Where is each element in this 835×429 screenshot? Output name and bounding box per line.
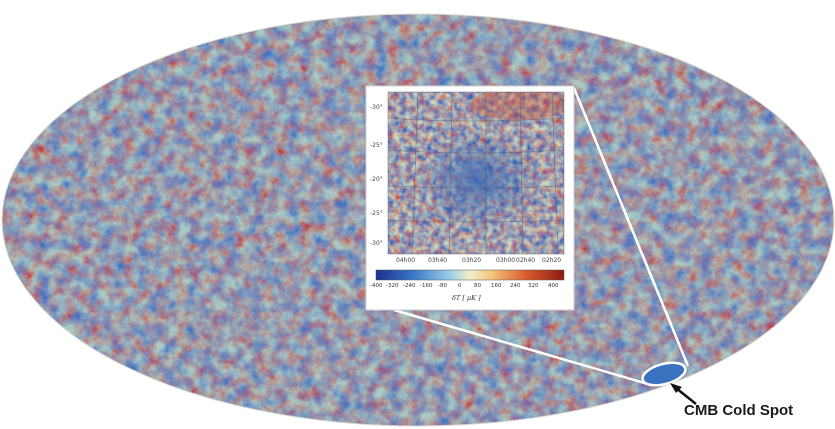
colorbar-tick: -80 (438, 283, 447, 289)
colorbar-tick: -160 (420, 283, 433, 289)
colorbar-tick: -320 (386, 283, 399, 289)
zoom-line-upper (572, 87, 690, 367)
callout-arrowhead (670, 383, 682, 393)
inset-grid (387, 91, 565, 255)
inset-x-tick: 03h00 (496, 257, 516, 264)
inset-y-tick: -25° (370, 142, 383, 149)
sky-map-outline (1, 13, 835, 427)
colorbar-tick: 0 (458, 283, 462, 289)
inset-x-tick: 04h00 (396, 257, 416, 264)
colorbar-tick: 400 (548, 283, 559, 289)
colorbar-tick: -240 (403, 283, 416, 289)
colorbar-tick: 80 (474, 283, 481, 289)
inset-x-tick: 02h40 (516, 257, 536, 264)
cold-spot-marker (641, 361, 687, 387)
inset-x-tick: 02h20 (542, 257, 562, 264)
inset-x-tick: 03h40 (428, 257, 448, 264)
zoom-line-lower (393, 308, 649, 386)
colorbar (375, 269, 565, 281)
colorbar-tick: 320 (528, 283, 539, 289)
inset-x-tick: 03h20 (462, 257, 482, 264)
inset-y-tick: -30° (370, 240, 383, 247)
colorbar-tick: 240 (510, 283, 521, 289)
inset-y-tick: -20° (370, 176, 383, 183)
colorbar-tick: 160 (491, 283, 502, 289)
callout-arrow (675, 387, 697, 405)
inset-y-tick: -30° (370, 104, 383, 111)
inset-y-tick: -25° (370, 210, 383, 217)
colorbar-tick: -400 (370, 283, 383, 289)
colorbar-label: δT [ μK ] (452, 294, 481, 302)
inset-map (388, 92, 564, 254)
cold-spot-label: CMB Cold Spot (684, 402, 794, 419)
